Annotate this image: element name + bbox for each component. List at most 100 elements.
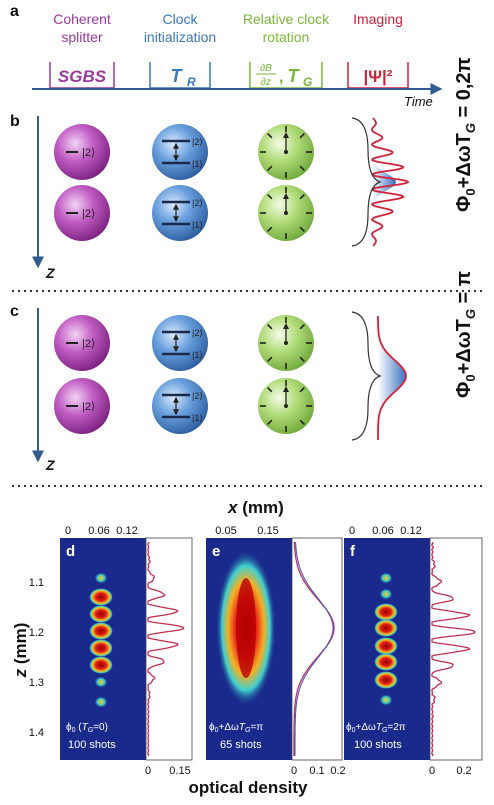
f-x-tick-1: 0.06 (372, 525, 393, 537)
z-axis-label-c: Z (45, 457, 55, 473)
fringe-spot (379, 572, 393, 584)
d-x-tick-0: 0 (65, 525, 71, 537)
image-d-caption1: ϕ0 (TG=0) (66, 722, 108, 734)
purple-sphere (54, 185, 110, 241)
od-axis-title: optical density (188, 778, 308, 797)
clock-tick (299, 356, 305, 362)
clock-tick (299, 387, 305, 393)
blue-lower-label: |1⟩ (192, 413, 203, 423)
image-f-caption1: ϕ0+ΔωTG=2π (346, 722, 406, 734)
phase-label-c: Φ0+ΔωTG = π (453, 271, 478, 398)
x-axis-title: x (mm) (227, 498, 284, 517)
image-e-core (236, 578, 256, 678)
phase-b-text: Φ (453, 196, 475, 212)
clock-tick (299, 419, 305, 425)
fringe-spot (94, 572, 108, 584)
fringe-spot (89, 622, 113, 640)
box-tr-sub: R (187, 75, 196, 89)
panel-label-c: c (10, 303, 19, 320)
profile-c-fill (378, 316, 406, 440)
brace-c (351, 311, 382, 441)
stage-title-splitter-2: splitter (61, 29, 103, 45)
box-psi-label: |Ψ|² (364, 67, 393, 86)
e-x-tick-0: 0.05 (215, 525, 236, 537)
svg-text:Φ0+ΔωTG = π: Φ0+ΔωTG = π (453, 271, 478, 398)
image-f-spots (374, 572, 398, 706)
clock-tick (299, 226, 305, 232)
clock-tick (267, 194, 273, 200)
purple-sphere (54, 378, 110, 434)
fringe-spot (94, 696, 108, 708)
fringe-spot (374, 671, 398, 689)
box-tg-frac-den: ∂z (261, 77, 271, 88)
z-tick-2: 1.2 (29, 627, 44, 639)
profile-c (351, 311, 407, 441)
box-sgbs-label: SGBS (58, 67, 107, 86)
e-od-tick-0: 0 (291, 765, 297, 777)
clock-hand-tip (283, 132, 289, 138)
z-ticks: 1.1 1.2 1.3 1.4 (29, 577, 44, 739)
fringe-spot (374, 603, 398, 621)
purple-sphere (54, 315, 110, 371)
stage-title-rotation-2: rotation (263, 29, 310, 45)
f-x-tick-0: 0 (349, 525, 355, 537)
purple-sphere (54, 124, 110, 180)
stage-title-rotation-1: Relative clock (243, 11, 330, 27)
stage-title-imaging: Imaging (353, 11, 403, 27)
phase-label-b: Φ0+ΔωTG = 0,2π (453, 57, 478, 212)
clock-center (284, 404, 288, 408)
blue-sphere (152, 124, 208, 180)
purple-state-label: |2⟩ (82, 147, 95, 159)
profile-d-box (145, 537, 193, 761)
box-tg-comma: , (279, 69, 283, 86)
image-d-caption2: 100 shots (68, 739, 116, 751)
profile-b-fringe (371, 117, 410, 247)
z-axis-title: z (mm) (11, 623, 30, 679)
fringe-spot (89, 605, 113, 623)
z-tick-4: 1.4 (29, 727, 44, 739)
blue-upper-label: |2⟩ (192, 137, 203, 147)
svg-text:z (mm): z (mm) (11, 623, 30, 679)
z-axis-label-b: Z (45, 265, 55, 281)
image-panel-d: d ϕ0 (TG=0) 100 shots 0 0.06 0.12 0 0.15 (60, 525, 193, 777)
blue-sphere (152, 315, 208, 371)
clock-tick (299, 165, 305, 171)
image-panel-e: e ϕ0+ΔωTG=π 65 shots 0.05 0.15 0 0.1 0.2 (206, 525, 346, 777)
d-x-tick-2: 0.12 (116, 525, 137, 537)
profile-f-line (431, 541, 477, 757)
timeline-label: Time (404, 94, 433, 109)
f-od-tick-0: 0 (429, 765, 435, 777)
e-od-tick-1: 0.1 (309, 765, 324, 777)
blue-upper-label: |2⟩ (192, 391, 203, 401)
profile-d-line (147, 542, 185, 757)
box-tr-main: T (171, 66, 184, 86)
blue-upper-label: |2⟩ (192, 328, 203, 338)
sphere-row-1: |2⟩ |2⟩ |1⟩ (54, 124, 314, 180)
phase-c-text: Φ (453, 382, 475, 398)
clock-hand-tip (283, 193, 289, 199)
profile-c-line (377, 316, 407, 440)
d-od-tick-1: 0.15 (169, 765, 190, 777)
profile-e-fit (294, 542, 334, 756)
blue-lower-label: |1⟩ (192, 159, 203, 169)
clock-hand-tip (283, 323, 289, 329)
blue-sphere (152, 185, 208, 241)
brace-b (351, 117, 382, 247)
clock-center (284, 341, 288, 345)
clock-tick (267, 165, 273, 171)
image-d-spots (89, 572, 113, 708)
purple-state-label: |2⟩ (82, 208, 95, 220)
image-panel-f: f ϕ0+ΔωTG=2π 100 shots 0 0.06 0.12 0 0.2 (344, 525, 483, 777)
box-tg-main: T (288, 66, 301, 86)
fringe-spot (379, 694, 393, 706)
purple-state-label: |2⟩ (82, 338, 95, 350)
fringe-spot (374, 653, 398, 671)
profile-f-box (429, 537, 483, 761)
d-x-tick-1: 0.06 (88, 525, 109, 537)
purple-state-label: |2⟩ (82, 401, 95, 413)
clock-center (284, 150, 288, 154)
clock-center (284, 211, 288, 215)
blue-lower-label: |1⟩ (192, 350, 203, 360)
image-e-caption2: 65 shots (220, 739, 262, 751)
